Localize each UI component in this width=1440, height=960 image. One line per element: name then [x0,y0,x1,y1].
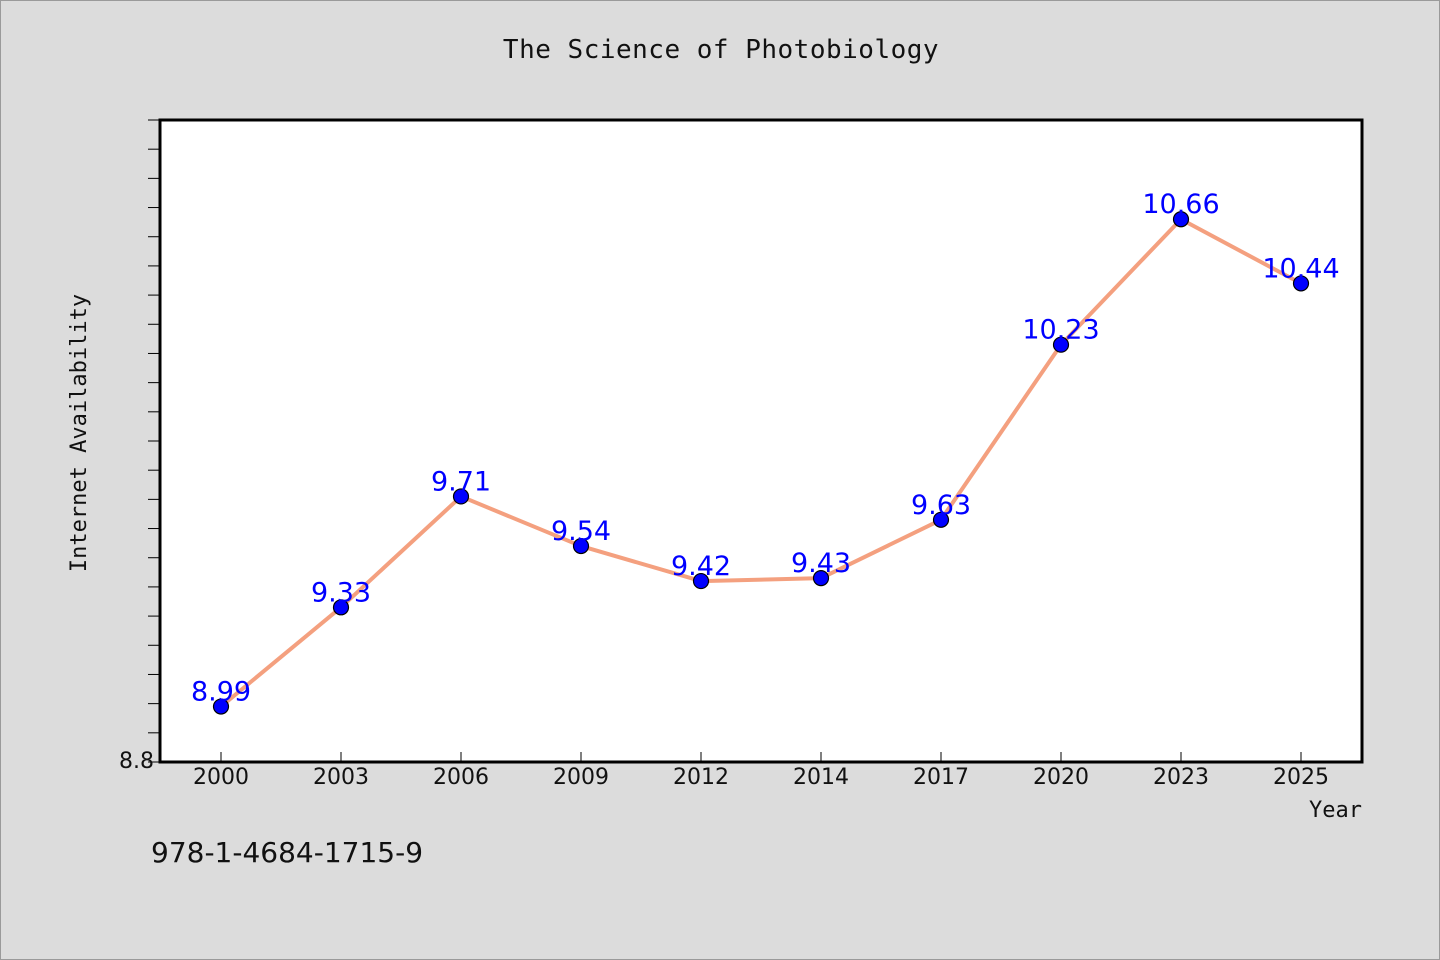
x-axis-label: Year [1309,798,1362,823]
x-tick-label: 2006 [433,765,489,790]
data-point [1292,275,1310,292]
data-label: 10.23 [1022,315,1099,346]
data-point [452,488,470,505]
x-tick-label: 2025 [1273,765,1329,790]
data-label: 9.42 [671,551,731,582]
series-line [219,217,1303,709]
data-label: 8.99 [191,677,251,708]
data-label: 10.44 [1262,253,1339,284]
data-point [212,698,230,715]
plot-area [160,120,1362,762]
footer-note: 978-1-4684-1715-9 [151,836,424,869]
plot-frame [158,118,1364,764]
y-axis-label: Internet Availability [67,294,92,572]
data-point [1172,211,1190,228]
data-label: 9.71 [431,466,491,497]
data-label: 9.43 [791,548,851,579]
x-tick-label: 2017 [913,765,969,790]
x-tick-label: 2020 [1033,765,1089,790]
data-label: 9.63 [911,490,971,521]
x-axis-ticks: 2000 2003 2006 2009 2012 2014 2017 2020 2023 2025 [193,752,1329,790]
data-point [332,599,350,616]
x-tick-label: 2009 [553,765,609,790]
data-point [572,537,590,555]
x-tick-label: 2012 [673,765,729,790]
data-point [812,570,830,587]
y-axis-ticks: 8.8 [119,119,160,774]
x-tick-label: 2003 [313,765,369,790]
data-label: 10.66 [1142,189,1219,220]
data-point [932,511,950,528]
chart-title: The Science of Photobiology [502,35,940,65]
x-tick-label: 2014 [793,765,849,790]
data-label: 9.54 [551,516,611,547]
x-tick-label: 2023 [1153,765,1209,790]
data-point [1052,336,1070,353]
series-layer: 8.99 9.33 9.71 9.54 9.42 9.43 9.63 10.23 10.66 10… [191,189,1340,715]
data-point [692,572,710,590]
x-tick-label: 2000 [193,765,249,790]
y-tick-label: 8.8 [119,749,154,774]
data-label: 9.33 [311,577,371,608]
